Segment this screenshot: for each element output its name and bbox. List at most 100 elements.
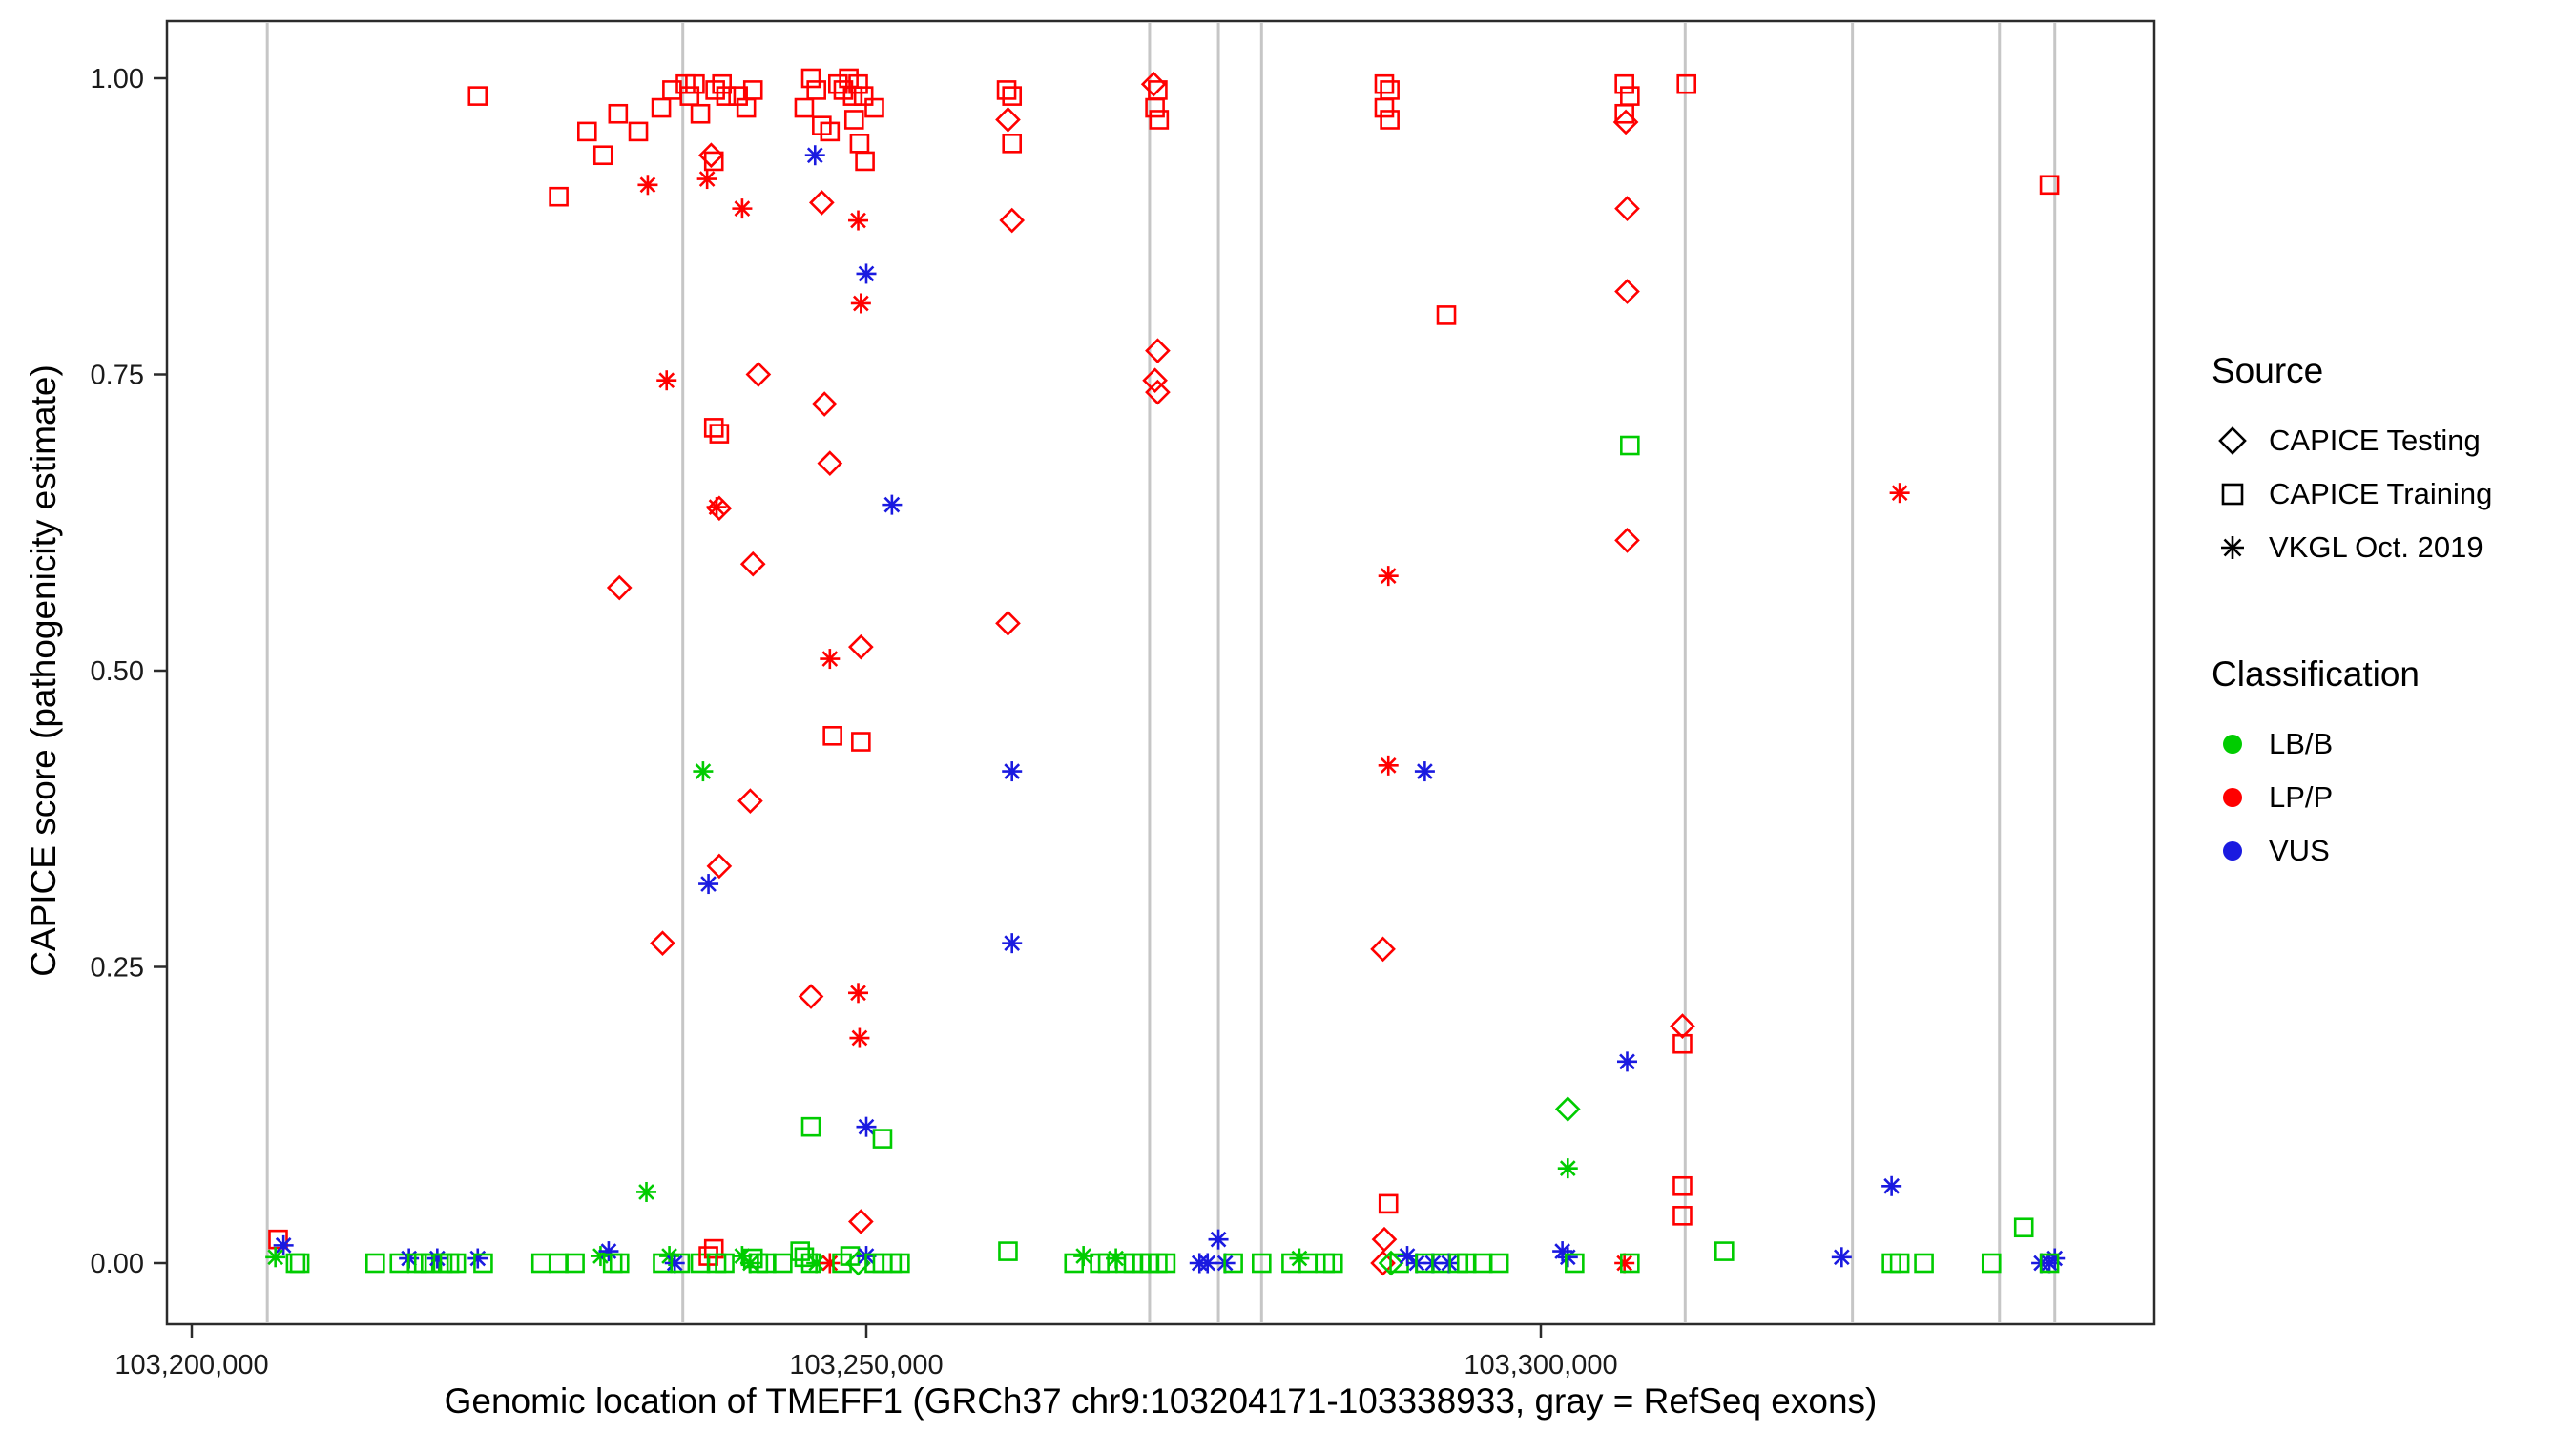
data-point-training	[712, 73, 733, 94]
legend-item-capice-testing: CAPICE Testing	[2212, 414, 2492, 467]
data-point-training	[685, 73, 705, 94]
data-point-training	[1914, 1253, 1934, 1274]
data-point-training	[1145, 97, 1165, 118]
data-point-vkgl	[848, 983, 869, 1004]
data-point-vkgl	[1197, 1253, 1218, 1274]
data-point-vkgl	[848, 210, 869, 231]
data-point-vkgl	[664, 1253, 685, 1274]
data-point-vkgl	[1208, 1229, 1229, 1250]
asterisk-marker-icon	[2221, 536, 2244, 559]
data-point-testing	[848, 633, 874, 660]
data-point-training	[1620, 435, 1640, 456]
legend-item-lpp: LP/P	[2212, 771, 2492, 824]
data-point-training	[851, 732, 871, 752]
data-point-testing	[1554, 1096, 1581, 1122]
data-point-vkgl	[856, 263, 877, 284]
data-point-vkgl	[1378, 566, 1399, 587]
data-point-vkgl	[820, 1253, 841, 1274]
data-point-testing	[650, 930, 675, 956]
y-tick-label: 0.50	[91, 656, 144, 687]
data-point-testing	[848, 1209, 874, 1234]
data-point-training	[800, 68, 821, 89]
legend-item-vkgl: VKGL Oct. 2019	[2212, 521, 2492, 574]
square-marker-icon	[2221, 483, 2244, 506]
data-point-vkgl	[1614, 1253, 1635, 1274]
data-point-training	[670, 1253, 691, 1274]
data-point-training	[268, 1229, 288, 1250]
x-tick-label: 103,250,000	[789, 1350, 943, 1380]
data-point-training	[1378, 1193, 1399, 1214]
legend-item-lbb: LB/B	[2212, 717, 2492, 771]
data-point-testing	[1370, 936, 1396, 963]
data-point-testing	[739, 550, 766, 577]
data-point-training	[703, 418, 724, 438]
data-point-training	[608, 103, 629, 124]
legend-classification: Classification LB/B LP/P VUS	[2212, 654, 2492, 878]
data-point-training	[690, 103, 711, 124]
y-tick-label: 0.25	[91, 953, 144, 984]
data-point-vkgl	[882, 494, 903, 515]
data-point-vkgl	[804, 145, 825, 166]
data-point-testing	[1614, 279, 1640, 304]
legend-item-vus: VUS	[2212, 824, 2492, 878]
data-point-training	[848, 73, 868, 94]
data-point-vkgl	[1002, 761, 1023, 782]
data-point-training	[628, 121, 649, 142]
data-point-training	[592, 145, 613, 166]
data-point-vkgl	[850, 293, 871, 314]
data-point-training	[1149, 110, 1170, 130]
data-point-vkgl	[636, 1181, 657, 1202]
data-point-training	[820, 121, 841, 142]
panel-border	[165, 19, 2156, 1326]
data-point-training	[289, 1253, 310, 1274]
data-point-training	[420, 1253, 441, 1274]
data-point-testing	[995, 107, 1021, 133]
data-point-training	[1676, 73, 1697, 94]
data-point-testing	[1145, 379, 1171, 405]
data-point-training	[709, 424, 730, 444]
green-dot-icon	[2223, 735, 2242, 754]
data-point-vkgl	[265, 1247, 286, 1268]
data-point-training	[446, 1253, 467, 1274]
data-point-training	[853, 86, 874, 106]
data-point-vkgl	[1557, 1158, 1578, 1179]
blue-dot-icon	[2223, 841, 2242, 861]
data-point-training	[1889, 1253, 1910, 1274]
data-point-training	[998, 1241, 1018, 1261]
data-point-vkgl	[1557, 1247, 1578, 1268]
legend-item-label: LB/B	[2269, 727, 2334, 760]
data-point-training	[822, 726, 842, 746]
data-point-training	[1002, 86, 1023, 106]
data-point-training	[800, 1116, 821, 1137]
legend: Source CAPICE Testing CAPICE Training	[2212, 351, 2492, 878]
data-point-training	[742, 1248, 763, 1269]
x-tick-label: 103,200,000	[114, 1350, 268, 1380]
data-point-testing	[745, 362, 772, 387]
data-point-testing	[808, 190, 835, 216]
data-point-training	[794, 97, 815, 118]
data-point-training	[842, 86, 863, 106]
data-point-training	[773, 1253, 793, 1274]
data-point-vkgl	[698, 874, 719, 895]
data-point-training	[1002, 134, 1023, 154]
data-point-vkgl	[1881, 1175, 1902, 1196]
data-point-training	[794, 1247, 815, 1268]
data-point-vkgl	[1889, 483, 1910, 504]
legend-item-label: LP/P	[2269, 780, 2334, 814]
data-point-testing	[1142, 367, 1168, 394]
y-tick-label: 0.00	[91, 1249, 144, 1279]
data-point-training	[1614, 73, 1634, 94]
data-point-training	[679, 86, 700, 106]
data-point-vkgl	[273, 1234, 294, 1255]
data-point-testing	[811, 391, 838, 417]
data-point-training	[577, 121, 597, 142]
diamond-marker-icon	[2218, 426, 2247, 455]
data-point-testing	[995, 610, 1021, 636]
data-point-training	[790, 1241, 811, 1261]
data-point-training	[1374, 97, 1395, 118]
data-point-training	[1672, 1175, 1693, 1196]
data-point-training	[1614, 103, 1634, 124]
data-point-training	[715, 1253, 735, 1274]
plot-panel	[167, 21, 2154, 1324]
